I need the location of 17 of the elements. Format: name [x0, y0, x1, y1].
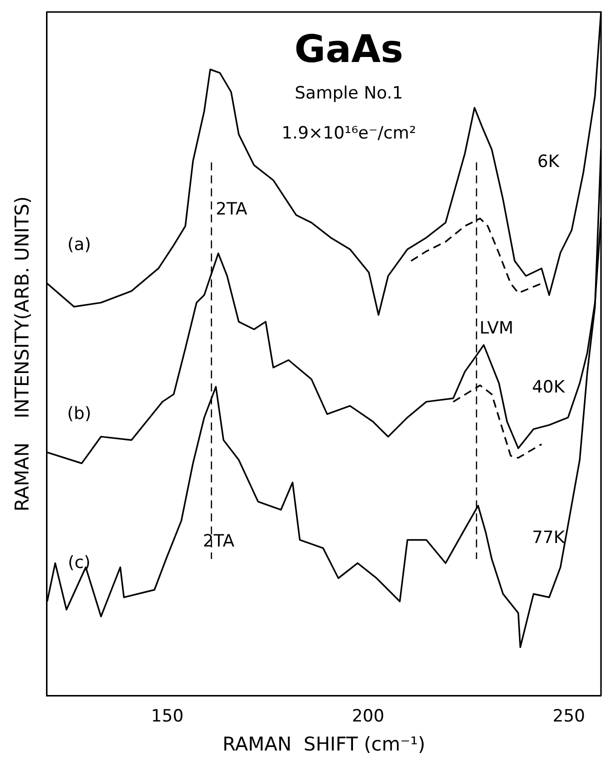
text: Sample No.1 — [294, 83, 403, 104]
ref-line-label: 2TA — [216, 199, 248, 220]
annotation: 1.9×10¹⁶e⁻/cm² — [282, 123, 416, 144]
y-axis-title: RAMAN INTENSITY(ARB. UNITS) — [11, 196, 34, 512]
x-tick-label: 150 — [151, 706, 184, 726]
x-tick-label: 250 — [552, 706, 586, 726]
series-label: (c) — [68, 552, 91, 573]
annotation: 77K — [532, 528, 566, 548]
text: (a) — [67, 234, 92, 255]
annotation: 40K — [532, 378, 566, 398]
series-label: (b) — [67, 404, 92, 424]
annotation: 2TA — [202, 531, 235, 552]
ref-line-label: LVM — [480, 318, 514, 338]
chart-title: GaAs — [294, 26, 404, 71]
annotation: 6K — [537, 152, 560, 172]
x-axis-title: RAMAN SHIFT (cm⁻¹) — [222, 734, 426, 756]
x-tick-label: 200 — [352, 706, 384, 726]
